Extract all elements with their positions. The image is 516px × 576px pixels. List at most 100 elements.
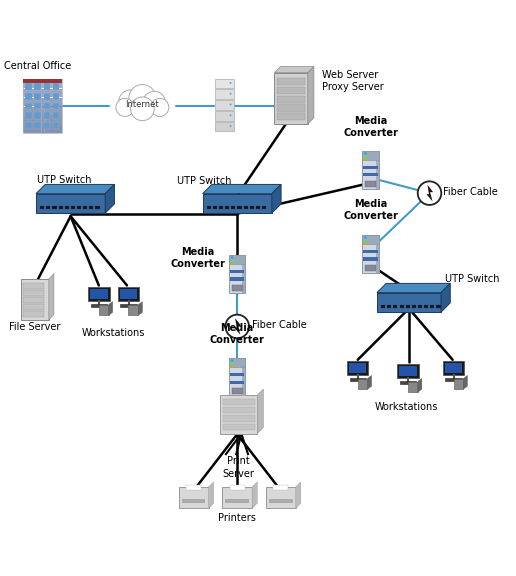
Circle shape: [231, 359, 233, 362]
Bar: [349, 378, 366, 381]
Bar: [215, 100, 234, 110]
Bar: [229, 358, 246, 396]
Bar: [256, 206, 260, 209]
Circle shape: [231, 365, 233, 368]
Circle shape: [129, 85, 156, 112]
Bar: [376, 235, 379, 274]
Bar: [41, 79, 62, 83]
Bar: [231, 206, 235, 209]
Circle shape: [364, 155, 367, 158]
Bar: [91, 304, 107, 307]
Bar: [437, 305, 441, 308]
Bar: [53, 112, 59, 119]
Bar: [225, 206, 229, 209]
Bar: [53, 93, 59, 100]
Circle shape: [116, 98, 134, 116]
Text: UTP Switch: UTP Switch: [176, 176, 231, 187]
Bar: [250, 206, 254, 209]
Text: Media
Converter: Media Converter: [343, 199, 398, 221]
Text: Workstations: Workstations: [82, 328, 146, 338]
Polygon shape: [257, 389, 263, 434]
Bar: [23, 124, 44, 133]
Bar: [400, 381, 416, 384]
Circle shape: [131, 97, 154, 120]
Bar: [40, 206, 44, 209]
Polygon shape: [418, 378, 422, 392]
Bar: [232, 388, 243, 395]
Polygon shape: [138, 302, 142, 316]
Bar: [406, 305, 410, 308]
Bar: [362, 151, 379, 160]
Bar: [229, 358, 246, 367]
Bar: [120, 304, 137, 307]
Bar: [53, 83, 59, 90]
Polygon shape: [234, 318, 241, 335]
Bar: [362, 151, 379, 190]
Bar: [393, 305, 397, 308]
Bar: [34, 122, 41, 129]
Polygon shape: [272, 184, 281, 213]
Circle shape: [230, 93, 232, 94]
Bar: [44, 103, 50, 109]
Circle shape: [364, 239, 367, 242]
Bar: [77, 206, 81, 209]
Bar: [23, 304, 44, 310]
Bar: [53, 103, 59, 109]
Bar: [83, 206, 87, 209]
Bar: [362, 235, 379, 274]
Bar: [41, 107, 62, 115]
Text: Fiber Cable: Fiber Cable: [443, 187, 498, 196]
Circle shape: [231, 256, 233, 259]
Bar: [363, 173, 378, 176]
Polygon shape: [441, 283, 450, 312]
Bar: [363, 250, 378, 253]
Bar: [397, 364, 418, 378]
Bar: [215, 78, 234, 88]
Bar: [213, 206, 217, 209]
Circle shape: [143, 92, 166, 114]
Bar: [266, 487, 296, 509]
Polygon shape: [275, 66, 314, 73]
Bar: [243, 358, 246, 396]
Bar: [237, 206, 241, 209]
Circle shape: [231, 259, 233, 262]
Bar: [128, 305, 138, 316]
Bar: [25, 103, 31, 109]
Circle shape: [364, 152, 367, 155]
Bar: [41, 79, 62, 133]
Bar: [454, 378, 463, 389]
Circle shape: [364, 242, 367, 245]
Bar: [90, 289, 107, 299]
Bar: [277, 104, 305, 112]
Text: Central Office: Central Office: [4, 60, 71, 71]
Bar: [277, 78, 305, 85]
Bar: [23, 89, 44, 97]
Bar: [23, 107, 44, 115]
Bar: [53, 122, 59, 129]
Bar: [23, 79, 44, 83]
Circle shape: [230, 104, 232, 105]
Bar: [230, 373, 245, 376]
Bar: [89, 206, 93, 209]
Bar: [25, 93, 31, 100]
Circle shape: [230, 125, 232, 127]
Bar: [46, 206, 51, 209]
Circle shape: [119, 90, 142, 113]
Circle shape: [418, 181, 441, 205]
Bar: [387, 305, 391, 308]
Bar: [41, 124, 62, 133]
Circle shape: [364, 236, 367, 239]
Circle shape: [230, 114, 232, 116]
Bar: [41, 89, 62, 97]
Polygon shape: [105, 184, 115, 213]
Bar: [95, 206, 100, 209]
Bar: [277, 113, 305, 120]
Bar: [223, 399, 255, 405]
Bar: [44, 93, 50, 100]
Bar: [269, 499, 293, 503]
Bar: [23, 283, 44, 289]
Circle shape: [364, 158, 367, 161]
Bar: [215, 111, 234, 120]
Bar: [424, 305, 428, 308]
Bar: [44, 122, 50, 129]
